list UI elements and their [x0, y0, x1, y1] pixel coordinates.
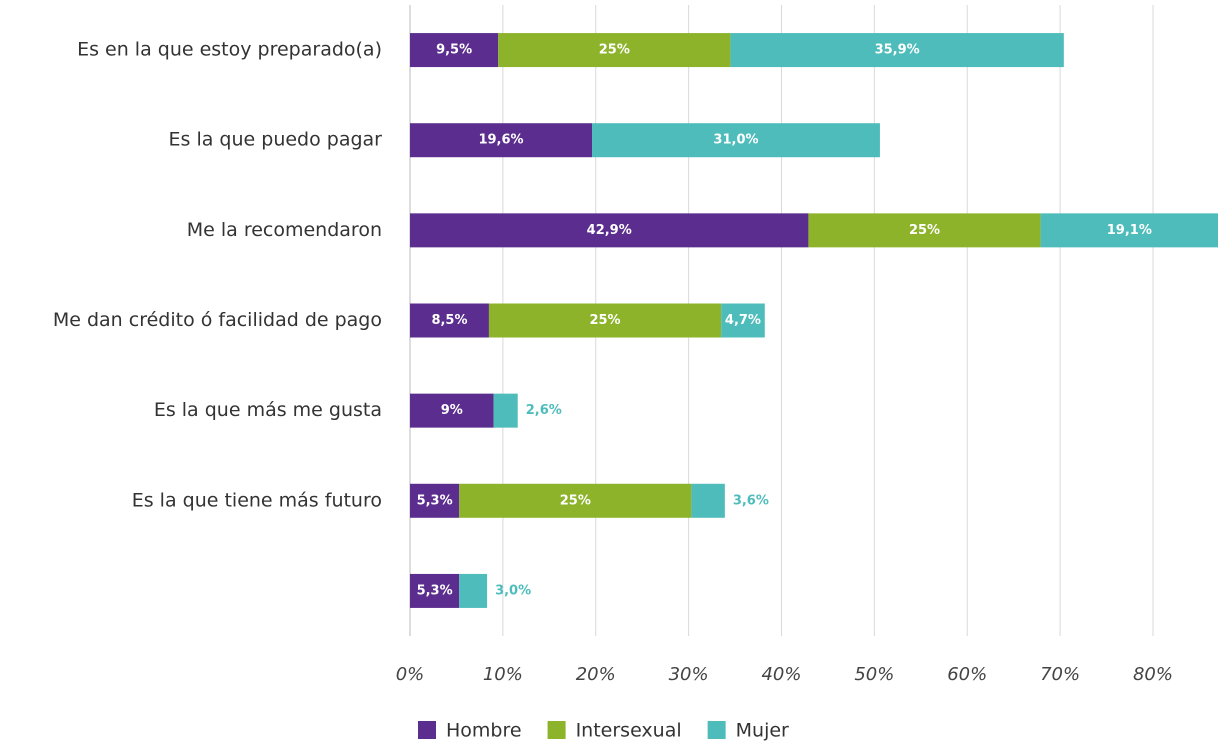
data-label: 4,7%	[725, 313, 761, 328]
legend-swatch	[707, 721, 726, 739]
x-tick-label: 30%	[669, 664, 709, 685]
bar-segment	[808, 213, 1041, 248]
legend-swatch	[547, 721, 566, 739]
bar-segment	[410, 573, 460, 608]
data-label: 2,6%	[526, 403, 562, 418]
data-label: 3,6%	[733, 493, 769, 508]
bar-segment	[730, 33, 1064, 68]
y-tick-label: Es en la que estoy preparado(a)	[77, 39, 382, 61]
legend-label: Hombre	[446, 720, 522, 741]
data-label: 25%	[560, 493, 591, 508]
data-label: 25%	[599, 43, 630, 58]
y-tick-label: Me la recomendaron	[187, 219, 382, 241]
data-label: 42,9%	[587, 223, 632, 238]
y-tick-label: Es la que más me gusta	[154, 399, 382, 421]
y-tick-label: Es la que puedo pagar	[169, 129, 383, 151]
x-tick-label: 20%	[576, 664, 616, 685]
bar-segment	[1040, 213, 1218, 248]
data-label: 8,5%	[431, 313, 467, 328]
x-tick-label: 40%	[761, 664, 801, 685]
legend-swatch	[418, 721, 436, 739]
bar-segment	[410, 213, 809, 248]
data-label: 31,0%	[713, 133, 758, 148]
bar-segment	[410, 483, 460, 518]
bar-segment	[488, 303, 722, 338]
x-tick-label: 80%	[1133, 664, 1173, 685]
data-label: 25%	[589, 313, 620, 328]
x-tick-label: 0%	[396, 664, 425, 685]
bar-segment	[493, 393, 518, 428]
data-label: 9%	[441, 403, 463, 418]
x-tick-label: 70%	[1040, 664, 1080, 685]
x-tick-label: 10%	[483, 664, 523, 685]
data-label: 25%	[909, 223, 940, 238]
bar-segment	[459, 483, 692, 518]
data-label: 3,0%	[495, 583, 531, 598]
bar-segment	[691, 483, 725, 518]
x-tick-label: 60%	[947, 664, 987, 685]
bar-segment	[592, 123, 880, 158]
bar-segment	[410, 303, 489, 338]
y-tick-label: Me dan crédito ó facilidad de pago	[53, 309, 382, 331]
data-label: 19,6%	[478, 133, 523, 148]
legend-label: Intersexual	[576, 720, 682, 741]
bar-segment	[410, 393, 494, 428]
data-label: 19,1%	[1107, 223, 1152, 238]
data-label: 35,9%	[875, 43, 920, 58]
data-label: 5,3%	[417, 493, 453, 508]
data-label: 5,3%	[417, 583, 453, 598]
bar-segment	[498, 33, 731, 68]
legend-label: Mujer	[736, 720, 789, 741]
y-tick-label: Es la que tiene más futuro	[132, 489, 382, 511]
bar-segment	[721, 303, 765, 338]
bar-segment	[459, 573, 488, 608]
bar-segment	[410, 123, 593, 158]
data-label: 9,5%	[436, 43, 472, 58]
x-tick-label: 50%	[854, 664, 894, 685]
bar-segment	[410, 33, 499, 68]
